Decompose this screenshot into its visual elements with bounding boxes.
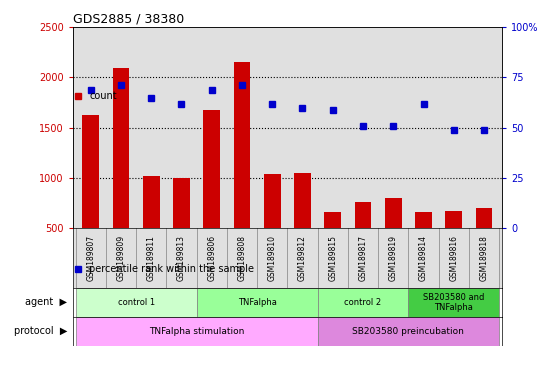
Bar bbox=[143, 176, 160, 279]
Bar bbox=[324, 212, 341, 279]
Bar bbox=[294, 172, 311, 279]
Text: GSM189817: GSM189817 bbox=[358, 235, 368, 281]
Text: GSM189806: GSM189806 bbox=[207, 235, 217, 281]
Text: TNFalpha: TNFalpha bbox=[238, 298, 277, 307]
Text: GDS2885 / 38380: GDS2885 / 38380 bbox=[73, 13, 184, 26]
Bar bbox=[113, 68, 129, 279]
Text: TNFalpha stimulation: TNFalpha stimulation bbox=[149, 327, 244, 336]
Text: GSM189811: GSM189811 bbox=[147, 235, 156, 281]
Text: SB203580 and
TNFalpha: SB203580 and TNFalpha bbox=[423, 293, 484, 312]
Bar bbox=[83, 114, 99, 279]
Bar bbox=[408, 288, 499, 317]
Text: GSM189809: GSM189809 bbox=[117, 235, 126, 281]
Text: GSM189815: GSM189815 bbox=[328, 235, 337, 281]
Bar bbox=[318, 317, 499, 346]
Bar bbox=[385, 198, 402, 279]
Text: agent  ▶: agent ▶ bbox=[25, 297, 67, 308]
Text: GSM189812: GSM189812 bbox=[298, 235, 307, 281]
Bar bbox=[476, 208, 492, 279]
Bar bbox=[75, 317, 318, 346]
Text: GSM189819: GSM189819 bbox=[389, 235, 398, 281]
Text: GSM189807: GSM189807 bbox=[86, 235, 95, 281]
Text: SB203580 preincubation: SB203580 preincubation bbox=[353, 327, 464, 336]
Bar bbox=[415, 212, 432, 279]
Text: protocol  ▶: protocol ▶ bbox=[13, 326, 67, 336]
Bar bbox=[445, 211, 462, 279]
Bar bbox=[264, 174, 281, 279]
Bar bbox=[196, 288, 318, 317]
Text: GSM189808: GSM189808 bbox=[238, 235, 247, 281]
Text: GSM189813: GSM189813 bbox=[177, 235, 186, 281]
Text: control 2: control 2 bbox=[344, 298, 382, 307]
Text: control 1: control 1 bbox=[118, 298, 155, 307]
Text: GSM189810: GSM189810 bbox=[268, 235, 277, 281]
Text: percentile rank within the sample: percentile rank within the sample bbox=[89, 264, 254, 274]
Text: count: count bbox=[89, 91, 117, 101]
Bar bbox=[318, 288, 408, 317]
Text: GSM189818: GSM189818 bbox=[479, 235, 489, 281]
Bar bbox=[204, 109, 220, 279]
Text: GSM189816: GSM189816 bbox=[449, 235, 458, 281]
Bar bbox=[234, 62, 251, 279]
Bar bbox=[173, 178, 190, 279]
Bar bbox=[75, 288, 196, 317]
Text: GSM189814: GSM189814 bbox=[419, 235, 428, 281]
Bar bbox=[355, 202, 371, 279]
